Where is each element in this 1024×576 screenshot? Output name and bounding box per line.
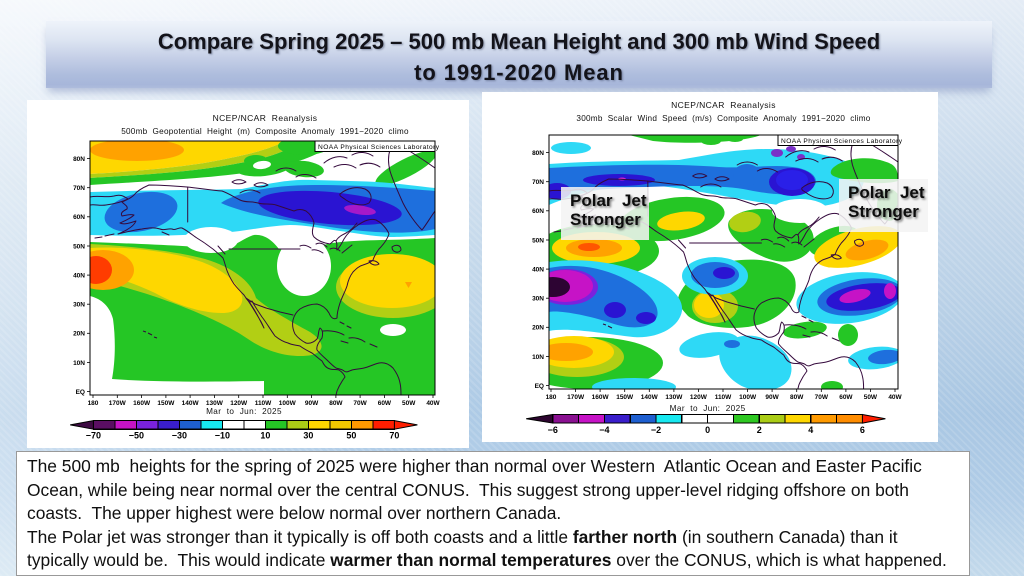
svg-text:Mar to Jun: 2025: Mar to Jun: 2025 xyxy=(206,407,282,416)
svg-text:90W: 90W xyxy=(305,400,319,407)
svg-text:30: 30 xyxy=(303,431,313,441)
svg-text:110W: 110W xyxy=(715,394,732,401)
svg-text:EQ: EQ xyxy=(535,383,544,390)
svg-text:−10: −10 xyxy=(215,431,230,441)
svg-text:170W: 170W xyxy=(109,400,127,407)
svg-text:50: 50 xyxy=(346,431,356,441)
svg-text:40N: 40N xyxy=(73,272,85,279)
svg-text:40W: 40W xyxy=(426,400,440,407)
svg-text:40W: 40W xyxy=(888,394,902,401)
svg-text:30N: 30N xyxy=(73,302,85,309)
svg-text:70W: 70W xyxy=(353,400,367,407)
svg-text:170W: 170W xyxy=(567,394,585,401)
svg-text:−6: −6 xyxy=(548,425,558,435)
svg-text:500mb Geopotential Height (: 500mb Geopotential Height (m) Composite … xyxy=(121,127,409,136)
svg-text:−30: −30 xyxy=(172,431,187,441)
svg-text:10: 10 xyxy=(260,431,270,441)
svg-text:60N: 60N xyxy=(532,208,544,215)
svg-text:0: 0 xyxy=(705,425,710,435)
svg-text:Mar to Jun: 2025: Mar to Jun: 2025 xyxy=(670,404,746,413)
svg-text:40N: 40N xyxy=(532,266,544,273)
svg-text:6: 6 xyxy=(860,425,865,435)
svg-text:140W: 140W xyxy=(641,394,659,401)
svg-text:20N: 20N xyxy=(532,325,544,332)
svg-text:150W: 150W xyxy=(157,400,175,407)
svg-text:130W: 130W xyxy=(665,394,683,401)
svg-text:−50: −50 xyxy=(129,431,144,441)
svg-text:50N: 50N xyxy=(73,243,85,250)
svg-text:50W: 50W xyxy=(864,394,878,401)
svg-text:30N: 30N xyxy=(532,296,544,303)
svg-text:10N: 10N xyxy=(532,354,544,361)
svg-text:80W: 80W xyxy=(329,400,343,407)
svg-text:70N: 70N xyxy=(532,179,544,186)
svg-text:110W: 110W xyxy=(255,400,272,407)
svg-text:20N: 20N xyxy=(73,331,85,338)
svg-text:150W: 150W xyxy=(616,394,634,401)
svg-text:NCEP/NCAR Reanalysis: NCEP/NCAR Reanalysis xyxy=(213,113,318,123)
svg-text:80N: 80N xyxy=(532,150,544,157)
svg-text:140W: 140W xyxy=(182,400,200,407)
svg-text:70: 70 xyxy=(389,431,399,441)
svg-text:160W: 160W xyxy=(592,394,610,401)
svg-text:NCEP/NCAR Reanalysis: NCEP/NCAR Reanalysis xyxy=(671,100,776,110)
svg-text:NOAA Physical Sciences Laborat: NOAA Physical Sciences Laboratory xyxy=(781,138,903,145)
svg-text:4: 4 xyxy=(808,425,813,435)
svg-text:80N: 80N xyxy=(73,156,85,163)
svg-text:2: 2 xyxy=(757,425,762,435)
svg-text:180: 180 xyxy=(88,400,99,407)
svg-text:100W: 100W xyxy=(739,394,757,401)
svg-text:50W: 50W xyxy=(402,400,416,407)
svg-text:120W: 120W xyxy=(690,394,708,401)
svg-text:100W: 100W xyxy=(279,400,297,407)
svg-text:−4: −4 xyxy=(599,425,609,435)
svg-text:90W: 90W xyxy=(765,394,779,401)
svg-text:NOAA Physical Sciences Laborat: NOAA Physical Sciences Laboratory xyxy=(318,144,440,151)
svg-text:70N: 70N xyxy=(73,185,85,192)
svg-text:160W: 160W xyxy=(133,400,151,407)
svg-text:80W: 80W xyxy=(790,394,804,401)
svg-text:EQ: EQ xyxy=(76,389,85,396)
svg-text:10N: 10N xyxy=(73,360,85,367)
svg-text:60W: 60W xyxy=(378,400,392,407)
svg-text:120W: 120W xyxy=(230,400,248,407)
svg-text:−2: −2 xyxy=(651,425,661,435)
svg-text:−70: −70 xyxy=(86,431,101,441)
svg-text:70W: 70W xyxy=(815,394,829,401)
svg-text:60W: 60W xyxy=(839,394,853,401)
svg-text:50N: 50N xyxy=(532,237,544,244)
svg-text:300mb Scalar Wind Speed (m: 300mb Scalar Wind Speed (m/s) Composite … xyxy=(576,114,870,123)
svg-text:130W: 130W xyxy=(206,400,224,407)
svg-text:180: 180 xyxy=(546,394,557,401)
svg-text:60N: 60N xyxy=(73,214,85,221)
